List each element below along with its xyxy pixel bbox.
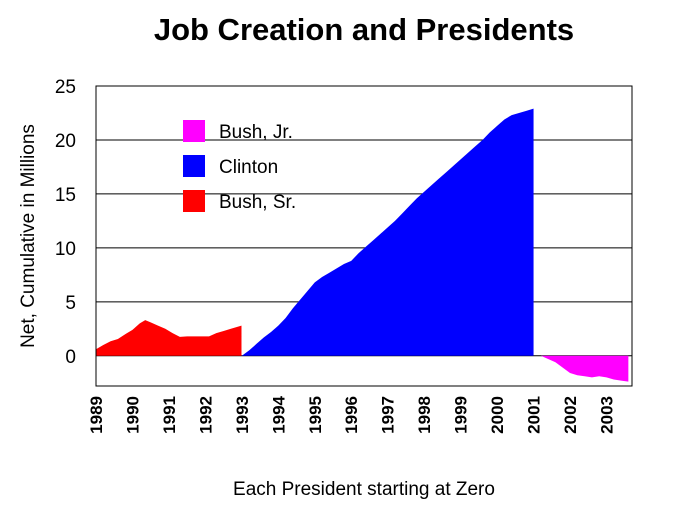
plot-frame (95, 85, 633, 387)
legend-item-label: Clinton (219, 157, 278, 178)
x-tick-label: 1991 (160, 396, 179, 434)
x-tick-label: 1992 (196, 396, 215, 434)
x-tick-label: 2001 (525, 396, 544, 434)
x-tick-label: 1989 (87, 396, 106, 434)
x-axis-ticks: 1989 1990 1991 1992 1993 1994 1995 1996 1997 1998… (87, 395, 616, 433)
y-tick-label: 5 (65, 293, 76, 314)
y-tick-label: 20 (55, 131, 76, 152)
legend-swatch (183, 120, 205, 142)
x-tick-label: 2002 (561, 396, 580, 434)
x-axis-label: Each President starting at Zero (233, 479, 495, 500)
chart-title: Job Creation and Presidents (154, 12, 574, 47)
legend-swatch (183, 190, 205, 212)
x-tick-label: 1995 (306, 396, 325, 434)
legend: Bush, Jr. Clinton Bush, Sr. (183, 120, 296, 213)
series-area-clinton (241, 108, 534, 356)
x-tick-label: 1993 (233, 396, 252, 434)
x-tick-label: 1994 (269, 395, 288, 433)
legend-item-label: Bush, Sr. (219, 192, 296, 213)
x-tick-label: 1997 (379, 396, 398, 434)
series-areas (96, 108, 629, 382)
x-tick-label: 2000 (488, 396, 507, 434)
y-tick-label: 15 (55, 185, 76, 206)
legend-item-label: Bush, Jr. (219, 122, 293, 143)
x-tick-label: 1990 (123, 396, 142, 434)
y-tick-label: 0 (65, 347, 76, 368)
series-area-bush-jr (533, 355, 629, 382)
y-axis-label: Net, Cumulative in Millions (18, 124, 39, 348)
x-tick-label: 1996 (342, 396, 361, 434)
y-axis-ticks: 0 5 10 15 20 25 (55, 77, 76, 368)
x-tick-label: 2003 (597, 396, 616, 434)
x-tick-label: 1999 (452, 396, 471, 434)
y-tick-label: 25 (55, 77, 76, 98)
x-tick-label: 1998 (415, 396, 434, 434)
series-area-bush-sr (96, 320, 242, 356)
y-tick-label: 10 (55, 239, 76, 260)
legend-swatch (183, 155, 205, 177)
